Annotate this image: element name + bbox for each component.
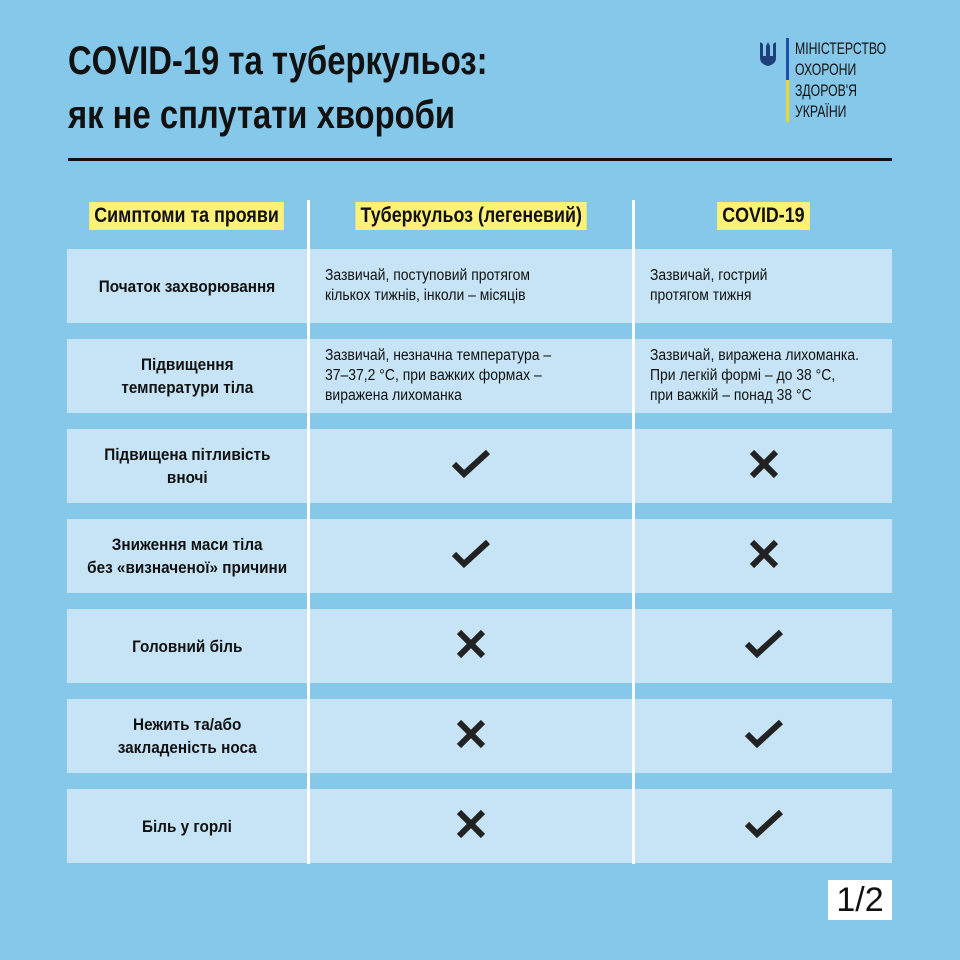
logo-line: ЗДОРОВ'Я: [795, 81, 857, 100]
tb-text: Зазвичай, поступовий протягом кількох ти…: [325, 267, 531, 304]
table-row: Головний біль: [67, 609, 892, 683]
symptom-cell: Початок захворювання: [67, 249, 307, 323]
symptom-label: Зниження маси тіла без «визначеної» прич…: [86, 535, 288, 577]
header-symptoms: Симптоми та прояви: [67, 201, 307, 231]
symptom-cell: Підвищення температури тіла: [67, 339, 307, 413]
check-icon: [451, 449, 491, 484]
logo-line: МІНІСТЕРСТВО: [795, 39, 887, 58]
cross-icon: [749, 449, 779, 484]
page-number: 1/2: [828, 880, 892, 920]
check-icon: [744, 629, 784, 664]
symptom-cell: Біль у горлі: [67, 789, 307, 863]
covid-text: Зазвичай, виражена лихоманка. При легкій…: [650, 347, 859, 404]
tb-cell: [310, 789, 632, 863]
tb-cell: Зазвичай, незначна температура – 37–37,2…: [325, 339, 625, 413]
ministry-logo: МІНІСТЕРСТВО ОХОРОНИ ЗДОРОВ'Я УКРАЇНИ: [758, 38, 922, 122]
cross-icon: [456, 809, 486, 844]
covid-cell: Зазвичай, виражена лихоманка. При легкій…: [650, 339, 890, 413]
tb-cell: [310, 429, 632, 503]
table-row: Підвищена пітливість вночі: [67, 429, 892, 503]
tb-cell: [310, 519, 632, 593]
symptom-cell: Зниження маси тіла без «визначеної» прич…: [67, 519, 307, 593]
covid-cell: [635, 609, 892, 683]
covid-text: Зазвичай, гострий протягом тижня: [650, 267, 768, 304]
tb-text: Зазвичай, незначна температура – 37–37,2…: [325, 347, 552, 404]
header-covid: COVID-19: [635, 201, 892, 231]
covid-cell: [635, 789, 892, 863]
covid-cell: Зазвичай, гострий протягом тижня: [650, 249, 890, 323]
column-divider: [307, 200, 310, 864]
symptom-label: Головний біль: [131, 636, 243, 656]
tb-cell: Зазвичай, поступовий протягом кількох ти…: [325, 249, 625, 323]
table-row: Підвищення температури тіла Зазвичай, нез…: [67, 339, 892, 413]
check-icon: [744, 719, 784, 754]
cross-icon: [456, 719, 486, 754]
symptom-label: Початок захворювання: [98, 276, 276, 296]
title-divider: [68, 158, 892, 161]
symptom-label: Підвищена пітливість вночі: [103, 445, 271, 487]
table-row: Біль у горлі: [67, 789, 892, 863]
column-divider: [632, 200, 635, 864]
symptom-label: Нежить та/або закладеність носа: [117, 715, 257, 757]
covid-cell: [635, 699, 892, 773]
page-title: COVID-19 та туберкульоз: як не сплутати …: [68, 39, 488, 137]
logo-line: УКРАЇНИ: [795, 102, 847, 121]
check-icon: [744, 809, 784, 844]
logo-divider: [786, 38, 789, 122]
covid-cell: [635, 429, 892, 503]
symptom-label: Біль у горлі: [142, 816, 232, 836]
symptom-cell: Підвищена пітливість вночі: [67, 429, 307, 503]
table-row: Зниження маси тіла без «визначеної» прич…: [67, 519, 892, 593]
tb-cell: [310, 609, 632, 683]
header-tuberculosis: Туберкульоз (легеневий): [310, 201, 632, 231]
check-icon: [451, 539, 491, 574]
cross-icon: [749, 539, 779, 574]
symptom-cell: Нежить та/або закладеність носа: [67, 699, 307, 773]
trident-icon: [760, 42, 776, 66]
table-row: Нежить та/або закладеність носа: [67, 699, 892, 773]
symptom-cell: Головний біль: [67, 609, 307, 683]
symptom-label: Підвищення температури тіла: [121, 355, 253, 397]
table-row: Початок захворювання Зазвичай, поступовий…: [67, 249, 892, 323]
cross-icon: [456, 629, 486, 664]
covid-cell: [635, 519, 892, 593]
logo-line: ОХОРОНИ: [795, 60, 857, 79]
tb-cell: [310, 699, 632, 773]
